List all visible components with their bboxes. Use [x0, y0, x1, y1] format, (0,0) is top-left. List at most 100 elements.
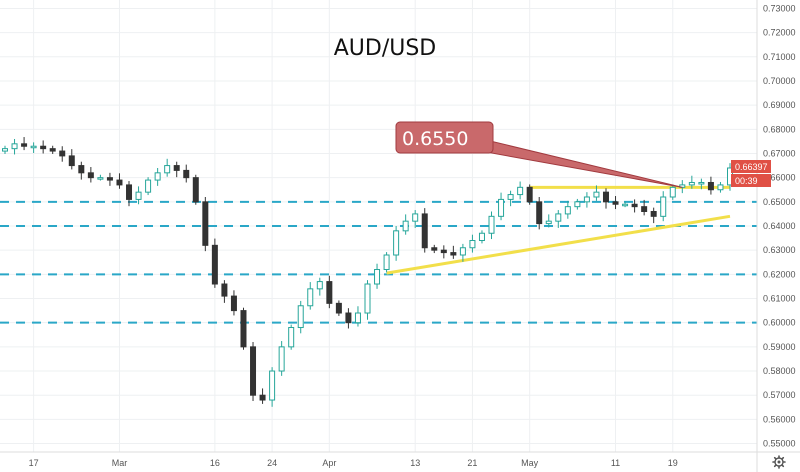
candle-body: [412, 213, 419, 222]
candle-body: [192, 177, 199, 203]
y-tick-label: 0.59000: [763, 342, 796, 352]
timer-tag-label: 00:39: [735, 176, 758, 186]
candle-body: [297, 305, 304, 329]
candle-body: [307, 288, 314, 307]
candle-body: [78, 165, 85, 174]
candle-body: [202, 201, 209, 246]
y-tick-label: 0.70000: [763, 76, 796, 86]
candle-body: [536, 201, 543, 225]
candle-body: [574, 201, 581, 208]
candles: [2, 137, 733, 407]
candle-body: [288, 327, 295, 348]
candle-body: [507, 194, 514, 200]
candle-body: [21, 143, 28, 147]
candle-body: [259, 394, 266, 401]
candle-body: [40, 145, 47, 150]
candle-body: [698, 181, 705, 185]
candle-body: [555, 213, 562, 222]
candle-body: [49, 148, 56, 152]
candle-body: [97, 177, 104, 180]
x-tick-label: 11: [611, 458, 620, 468]
candle-body: [59, 150, 66, 157]
candle-body: [374, 269, 381, 285]
candle-body: [135, 191, 142, 200]
candle-body: [278, 346, 285, 372]
candle-body: [354, 312, 361, 324]
callout-label: 0.6550: [402, 128, 468, 150]
x-tick-label: 21: [467, 458, 477, 468]
candle-body: [335, 302, 342, 314]
y-tick-label: 0.64000: [763, 221, 796, 231]
y-tick-label: 0.58000: [763, 366, 796, 376]
candle-body: [545, 220, 552, 225]
y-tick-label: 0.68000: [763, 124, 796, 134]
y-tick-label: 0.72000: [763, 28, 796, 38]
candle-body: [612, 201, 619, 205]
x-tick-label: 19: [668, 458, 678, 468]
candle-body: [240, 310, 247, 348]
bar-timer-tag: 00:39: [731, 174, 771, 187]
candle-body: [30, 145, 37, 149]
candle-body: [383, 254, 390, 271]
current-price-tag: 0.66397: [731, 160, 771, 173]
y-tick-label: 0.60000: [763, 318, 796, 328]
candle-body: [173, 165, 180, 171]
candle-body: [250, 346, 257, 396]
candle-body: [269, 370, 276, 401]
trend-line: [386, 214, 731, 275]
y-tick-label: 0.67000: [763, 148, 796, 158]
candle-body: [688, 181, 695, 186]
candle-body: [126, 184, 133, 200]
candle-body: [450, 252, 457, 256]
candle-body: [641, 206, 648, 212]
candle-body: [650, 210, 657, 217]
x-tick-label: 16: [210, 458, 220, 468]
candle-body: [622, 203, 629, 207]
candle-body: [116, 179, 123, 186]
y-tick-label: 0.57000: [763, 390, 796, 400]
gear-icon[interactable]: [772, 455, 786, 469]
candle-body: [431, 247, 438, 251]
x-tick-label: 13: [410, 458, 420, 468]
candle-body: [87, 172, 94, 179]
y-tick-label: 0.63000: [763, 245, 796, 255]
y-tick-label: 0.62000: [763, 269, 796, 279]
horizontal-levels: [0, 200, 757, 324]
y-tick-label: 0.73000: [763, 3, 796, 13]
candle-body: [68, 155, 75, 167]
candle-body: [707, 181, 714, 191]
candle-body: [345, 312, 352, 324]
y-tick-label: 0.61000: [763, 294, 796, 304]
y-tick-label: 0.55000: [763, 439, 796, 449]
candle-body: [221, 283, 228, 297]
candle-body: [717, 184, 724, 191]
candle-body: [669, 186, 676, 198]
candle-body: [660, 196, 667, 217]
candle-body: [526, 186, 533, 203]
candle-body: [593, 191, 600, 198]
y-axis[interactable]: 0.73000 0.72000 0.71000 0.70000 0.69000 0.680…: [763, 3, 796, 448]
candle-body: [459, 247, 466, 256]
x-tick-label: Apr: [322, 458, 336, 468]
y-tick-label: 0.66000: [763, 173, 796, 183]
x-tick-label: Mar: [112, 458, 128, 468]
candle-body: [393, 230, 400, 256]
candle-body: [440, 249, 447, 254]
chart-title: AUD/USD: [334, 36, 437, 61]
candle-body: [164, 165, 171, 174]
annotation-callout[interactable]: 0.6550: [395, 121, 683, 188]
price-tag-label: 0.66397: [735, 162, 768, 172]
x-tick-label: May: [521, 458, 539, 468]
candle-body: [564, 206, 571, 215]
candle-body: [517, 186, 524, 196]
callout-pointer: [485, 139, 683, 188]
candle-body: [183, 169, 190, 179]
x-axis[interactable]: 17 Mar 16 24 Apr 13 21 May 11 19: [29, 458, 678, 468]
candle-body: [631, 203, 638, 208]
candle-body: [145, 179, 152, 193]
y-tick-label: 0.65000: [763, 197, 796, 207]
y-tick-label: 0.56000: [763, 414, 796, 424]
candle-body: [316, 281, 323, 290]
y-tick-label: 0.69000: [763, 100, 796, 110]
